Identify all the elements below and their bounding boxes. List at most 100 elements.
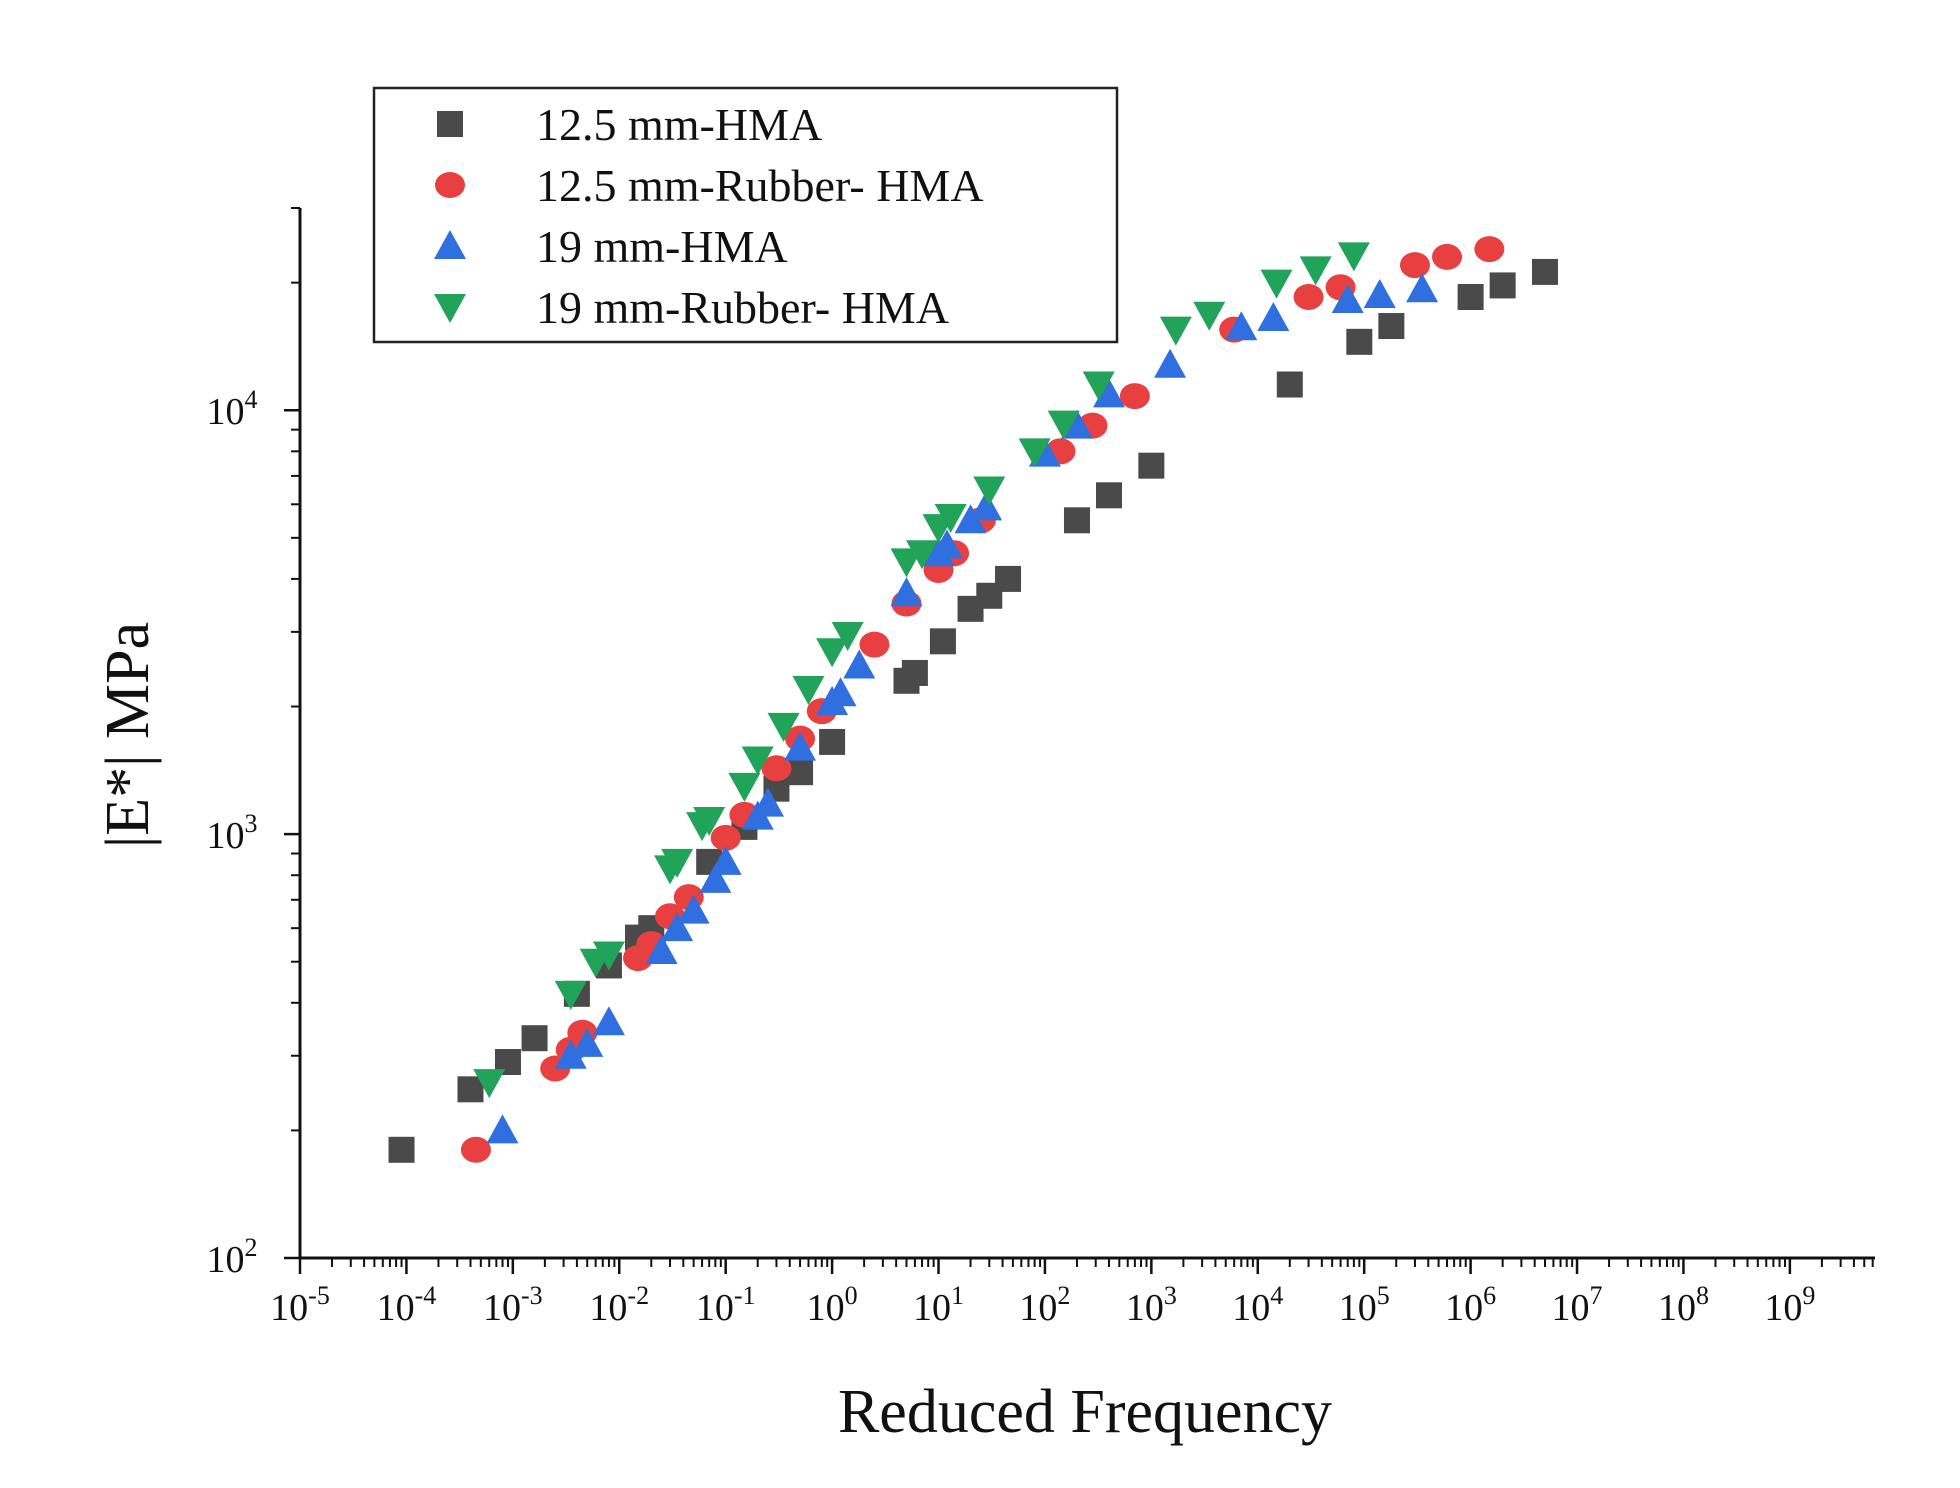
data-point [1331,284,1364,314]
legend-marker [437,111,463,137]
legend-marker [434,230,466,259]
data-point [699,863,732,893]
y-tick-label: 102 [207,1233,258,1281]
x-tick-label: 10-2 [589,1281,649,1329]
data-point [661,912,694,942]
data-point [1093,378,1126,408]
data-point [792,675,825,705]
data-point [1531,258,1558,285]
legend-label: 12.5 mm-Rubber- HMA [536,160,984,211]
data-point [728,772,761,802]
data-point [1096,482,1123,509]
x-tick-label: 108 [1658,1281,1709,1329]
data-point [592,1006,625,1036]
data-point [819,728,846,755]
x-tick-label: 102 [1019,1281,1070,1329]
data-point [816,638,849,668]
x-tick-label: 103 [1126,1281,1177,1329]
data-point [677,894,710,924]
data-point [1063,507,1090,534]
data-point [693,806,726,836]
data-point [930,529,963,559]
legend-item: 12.5 mm-Rubber- HMA [435,160,984,211]
data-point [554,1039,587,1069]
data-point [571,1027,604,1057]
legend-marker [434,294,466,323]
axis-ticks [284,207,1874,1274]
y-tick-label: 104 [207,385,258,433]
data-point [1159,316,1192,346]
data-point [1060,409,1093,439]
data-point [1047,410,1080,440]
x-tick-label: 10-5 [270,1281,330,1329]
data-point [388,1136,415,1163]
series-3 [486,273,1439,1144]
data-point [1193,301,1226,331]
x-tick-label: 101 [913,1281,964,1329]
x-axis-title: Reduced Frequency [838,1378,1332,1446]
data-point [901,659,928,686]
data-point [890,548,923,578]
data-point [1474,236,1505,263]
data-point [1119,383,1150,410]
y-tick-label: 103 [207,809,258,857]
data-point [784,731,817,761]
legend-label: 12.5 mm-HMA [536,99,822,150]
series-4 [473,242,1370,1099]
legend-box [372,86,1119,344]
data-point [843,649,876,679]
data-point [709,845,742,875]
data-point [831,621,864,651]
data-point [710,824,741,851]
x-tick-label: 109 [1764,1281,1815,1329]
data-point [1337,242,1370,272]
data-point [1406,273,1439,303]
legend-label: 19 mm-Rubber- HMA [536,282,949,333]
legend-items: 12.5 mm-HMA 12.5 mm-Rubber- HMA 19 mm-HMA 1… [434,99,984,333]
data-point [1018,438,1051,468]
legend-item: 12.5 mm-HMA [437,99,822,150]
data-point [1154,348,1187,378]
data-point [1378,313,1405,340]
data-point [954,504,987,534]
data-point [1257,302,1290,332]
data-point [1399,252,1430,279]
data-point [970,491,1003,521]
legend-marker [435,172,465,198]
data-point [1346,328,1373,355]
data-point [645,934,678,964]
data-point [1299,256,1332,286]
x-tick-labels: 10-5 10-4 10-3 10-2 10-1 100 101 102 103 104 105 10… [270,1281,1815,1329]
legend-label: 19 mm-HMA [536,221,788,272]
data-point [761,755,792,782]
data-point [906,540,939,570]
data-point [934,503,967,533]
data-point [787,759,814,786]
series-1 [388,258,1558,1163]
legend-item: 19 mm-HMA [434,221,788,272]
data-points [388,236,1558,1163]
data-point [592,941,625,971]
data-point [1457,283,1484,310]
legend: 12.5 mm-HMA 12.5 mm-Rubber- HMA 19 mm-HMA 1… [372,86,1119,344]
data-point [1363,279,1396,309]
data-point [859,631,890,658]
data-point [1138,452,1165,479]
x-tick-label: 10-4 [377,1281,437,1329]
data-point [1293,283,1324,310]
data-point [1431,243,1462,270]
data-point [521,1025,548,1052]
data-point [741,746,774,776]
data-point [1276,371,1303,398]
data-point [554,980,587,1010]
data-point [486,1114,519,1144]
data-point [752,787,785,817]
x-tick-label: 105 [1339,1281,1390,1329]
x-tick-label: 104 [1232,1281,1283,1329]
data-point [1489,272,1516,299]
data-point [824,677,857,707]
data-point [767,712,800,742]
data-point [1082,371,1115,401]
data-point [460,1136,491,1163]
x-tick-label: 10-3 [483,1281,543,1329]
